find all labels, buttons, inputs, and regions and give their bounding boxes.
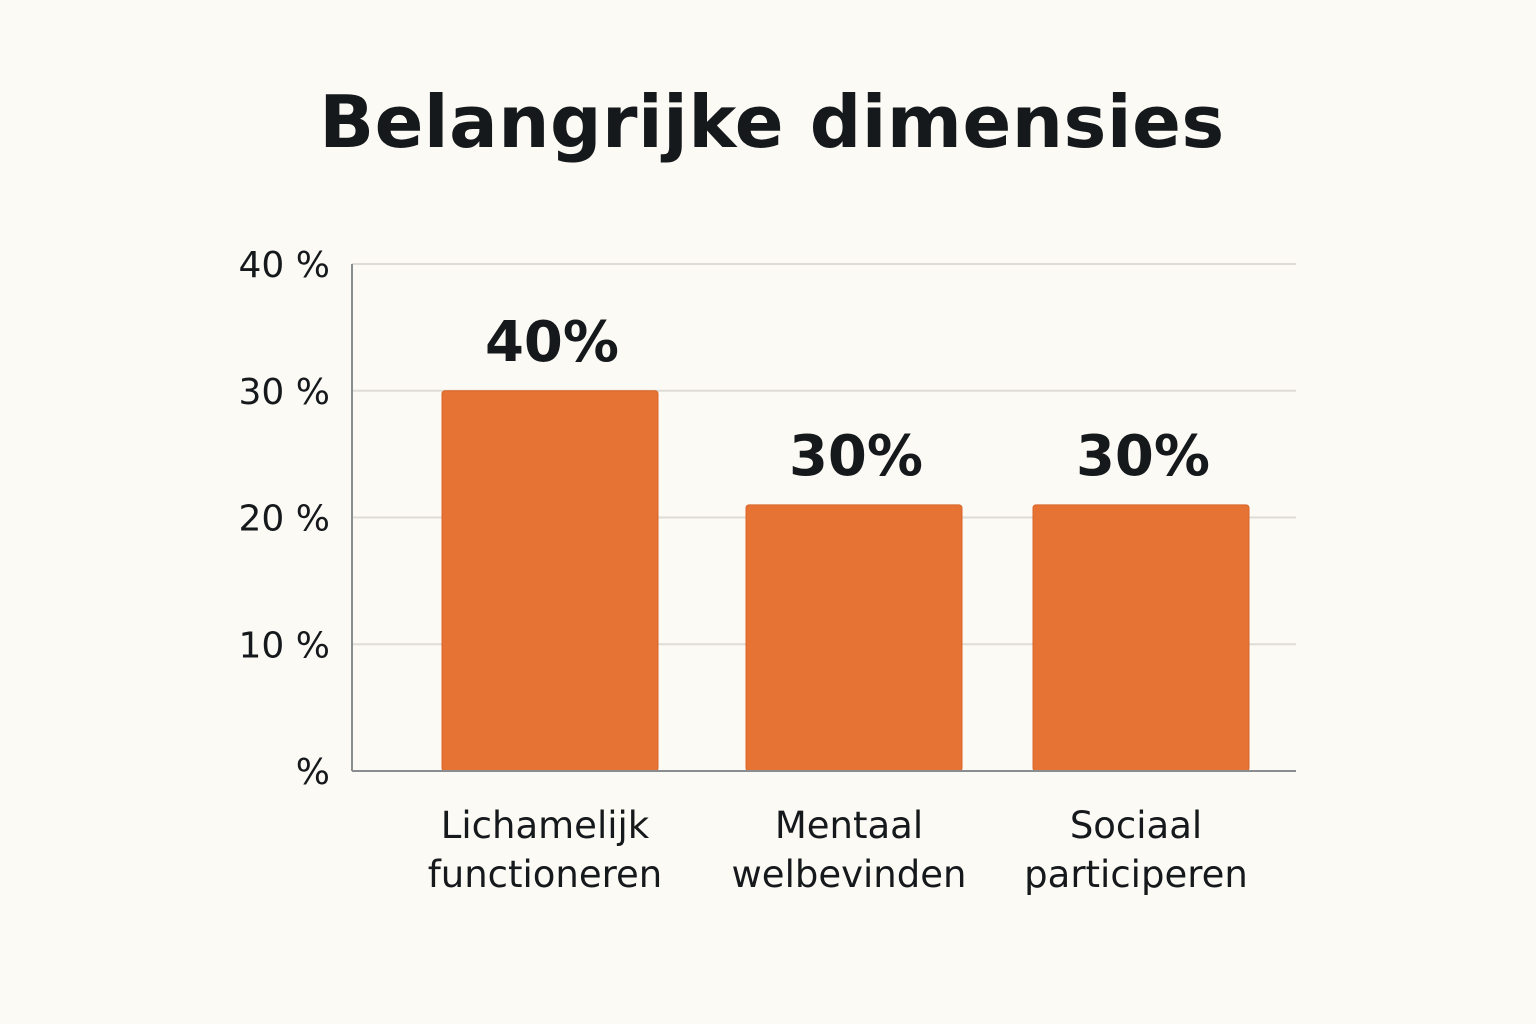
y-tick-label: 40 % [239,245,330,286]
x-category-label: Lichamelijk functioneren [428,804,663,896]
y-tick-label: 20 % [239,499,330,540]
y-tick-label: 10 % [239,625,330,666]
bar [745,504,963,772]
bar [1032,504,1250,772]
x-category-label: Mentaal welbevinden [732,804,967,896]
bar [441,390,659,772]
y-tick-label: % [296,752,330,793]
y-tick-labels: % 10 % 20 % 30 % 40 % [239,245,330,793]
y-tick-label: 30 % [239,372,330,413]
x-category-label: Sociaal participeren [1024,804,1248,896]
axes [351,264,1296,772]
chart-title: Belangrijke dimensies [319,80,1225,164]
data-labels: 40% 30% 30% [485,310,1210,489]
data-label: 30% [1076,424,1210,489]
bars [441,390,1250,772]
data-label: 40% [485,310,619,375]
x-category-labels: Lichamelijk functioneren Mentaal welbevinde… [428,804,1248,896]
data-label: 30% [789,424,923,489]
